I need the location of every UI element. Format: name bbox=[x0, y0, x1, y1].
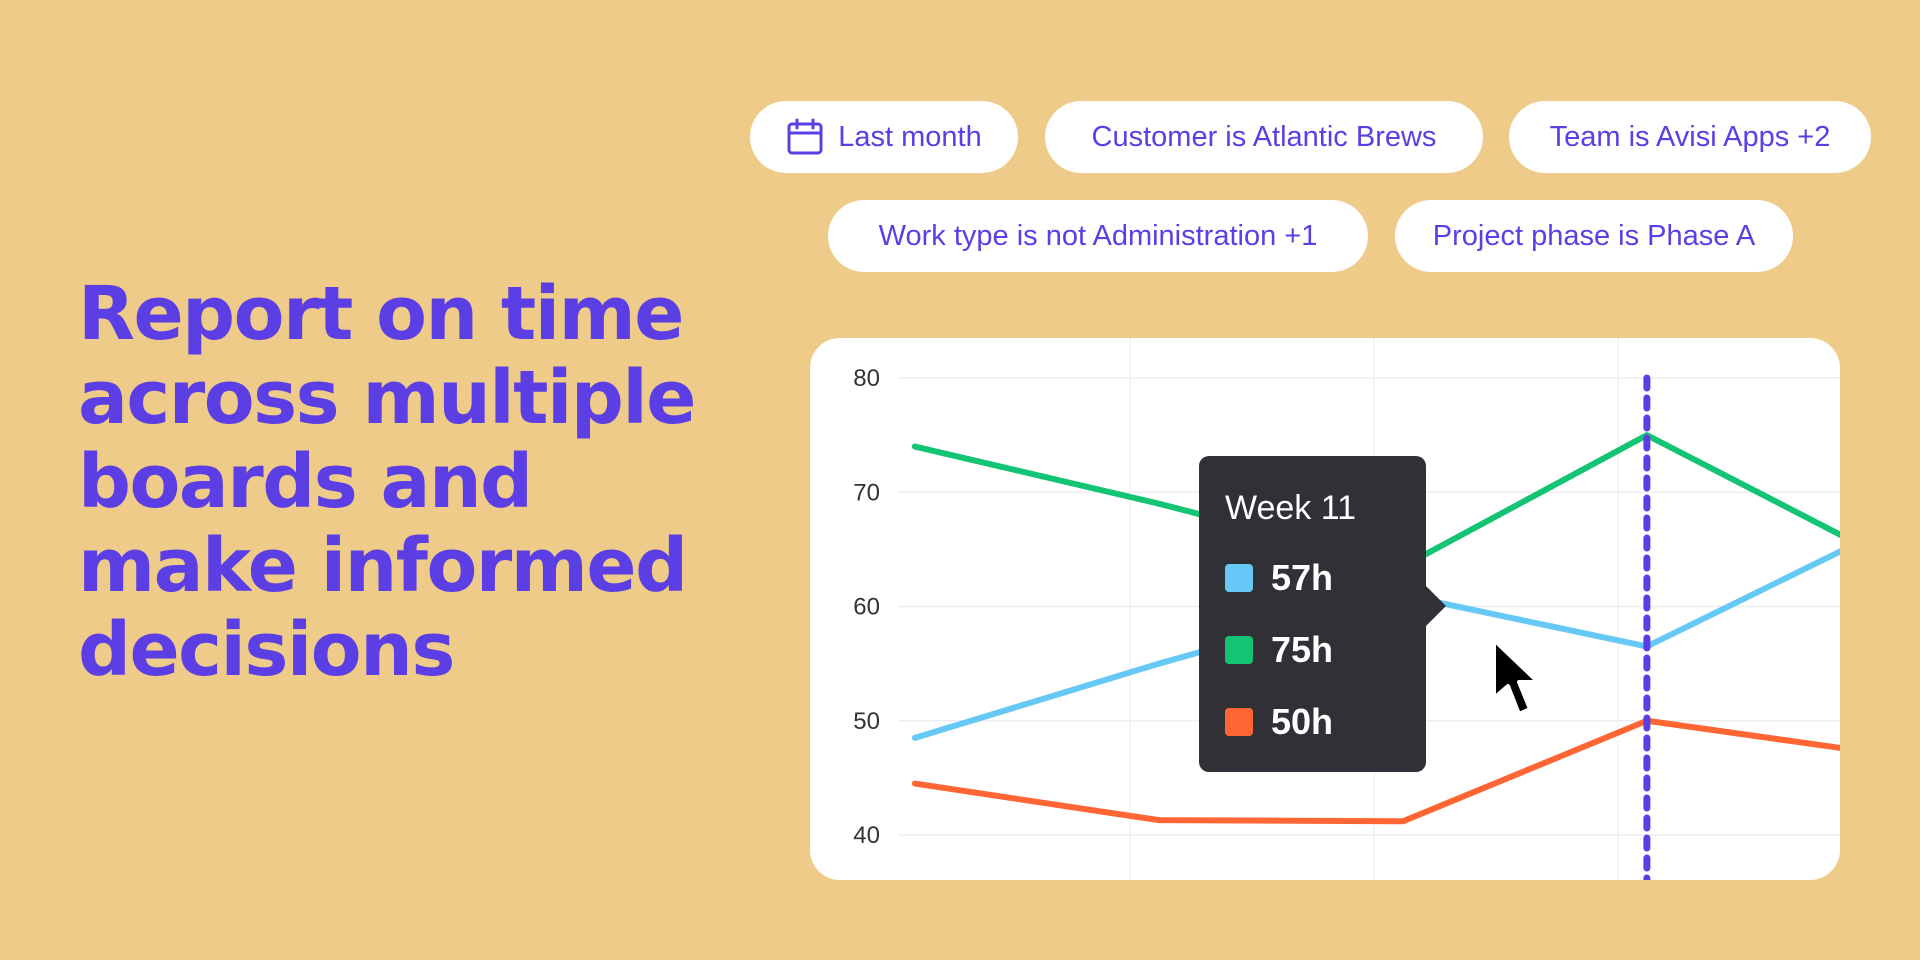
tooltip-row: 57h bbox=[1225, 542, 1426, 614]
mouse-pointer-icon bbox=[1492, 638, 1540, 716]
y-tick-label: 80 bbox=[853, 365, 880, 392]
filter-chip-label: Work type is not Administration +1 bbox=[878, 219, 1318, 252]
filter-chip-customer[interactable]: Customer is Atlantic Brews bbox=[1045, 101, 1483, 173]
tooltip-row: 50h bbox=[1225, 686, 1426, 758]
tooltip-value: 75h bbox=[1271, 629, 1334, 670]
tooltip-value: 50h bbox=[1271, 701, 1334, 742]
series-swatch bbox=[1225, 564, 1253, 592]
headline-line: boards and bbox=[78, 439, 533, 525]
headline-line: decisions bbox=[78, 607, 455, 693]
tooltip-value: 57h bbox=[1271, 557, 1334, 598]
headline-line: make informed bbox=[78, 523, 688, 609]
filter-chip-date[interactable]: Last month bbox=[750, 101, 1018, 173]
y-tick-label: 40 bbox=[853, 822, 880, 849]
y-tick-label: 50 bbox=[853, 708, 880, 735]
series-swatch bbox=[1225, 708, 1253, 736]
filter-chip-label: Team is Avisi Apps +2 bbox=[1549, 120, 1831, 153]
series-line bbox=[911, 548, 1840, 741]
calendar-icon bbox=[787, 118, 823, 155]
series-line bbox=[911, 717, 1840, 825]
headline: Report on time across multiple boards an… bbox=[78, 272, 718, 692]
filter-chip-label: Project phase is Phase A bbox=[1432, 219, 1756, 252]
series-swatch bbox=[1225, 636, 1253, 664]
y-tick-label: 60 bbox=[853, 594, 880, 621]
filter-chip-label: Customer is Atlantic Brews bbox=[1091, 120, 1437, 153]
tooltip-row: 75h bbox=[1225, 614, 1426, 686]
headline-line: Report on time bbox=[78, 271, 684, 357]
filter-chip-project-phase[interactable]: Project phase is Phase A bbox=[1395, 200, 1793, 272]
series-line bbox=[911, 432, 1840, 570]
filter-chip-label: Last month bbox=[838, 120, 982, 153]
filter-chip-work-type[interactable]: Work type is not Administration +1 bbox=[828, 200, 1368, 272]
headline-line: across multiple bbox=[78, 355, 696, 441]
chart-tooltip: Week 11 57h 75h 50h bbox=[1199, 456, 1446, 772]
tooltip-title: Week 11 bbox=[1225, 489, 1357, 527]
filter-chip-team[interactable]: Team is Avisi Apps +2 bbox=[1509, 101, 1871, 173]
y-tick-label: 70 bbox=[853, 479, 880, 506]
